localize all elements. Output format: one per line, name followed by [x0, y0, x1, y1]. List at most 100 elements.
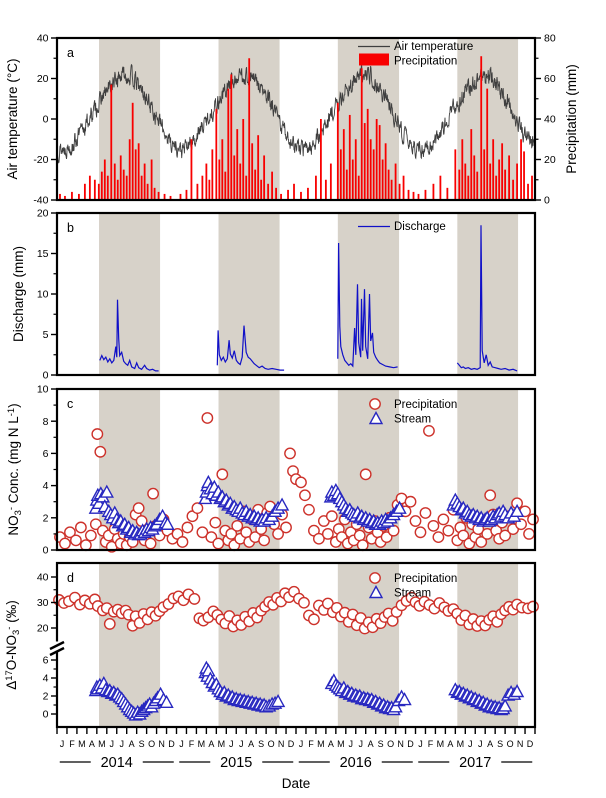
precip-bar: [348, 114, 351, 200]
panel-c-legend: Precipitation Stream: [368, 398, 457, 426]
precip-point: [280, 521, 292, 534]
month-label: J: [299, 739, 304, 749]
precip-bar: [375, 119, 378, 200]
precip-bar: [387, 169, 390, 200]
precip-bar: [163, 193, 166, 200]
month-label: F: [69, 739, 75, 749]
precip-bar: [140, 175, 143, 200]
stream-point: [270, 693, 286, 708]
precip-bar: [384, 143, 387, 200]
stream-point: [159, 694, 174, 708]
month-label: A: [487, 739, 493, 749]
precip-bar: [251, 143, 254, 200]
precip-bar: [88, 175, 91, 200]
tick-label: 0: [43, 370, 49, 382]
precip-bar: [354, 139, 357, 200]
precipitation-bars: [59, 56, 533, 200]
month-label: J: [478, 739, 483, 749]
precip-bar: [345, 169, 348, 200]
precip-bar: [116, 179, 119, 200]
precip-point: [499, 529, 512, 542]
month-label: J: [60, 739, 65, 749]
legend-label: Precipitation: [394, 573, 457, 585]
precip-bar: [110, 84, 113, 200]
shade-band: [99, 213, 161, 375]
precip-point: [409, 515, 422, 527]
month-label: O: [268, 739, 275, 749]
precip-bar: [128, 139, 131, 200]
month-label: J: [229, 739, 234, 749]
month-label: M: [98, 739, 106, 749]
month-label: A: [248, 739, 254, 749]
precip-bar: [483, 149, 486, 200]
stream-point: [509, 684, 525, 698]
precip-point: [209, 516, 222, 529]
tick-label: 20: [37, 73, 49, 85]
tick-label: 30: [37, 597, 49, 609]
tick-label: -40: [33, 195, 48, 207]
precip-bar: [201, 175, 204, 200]
precip-bar: [254, 169, 257, 200]
precip-bar: [113, 163, 116, 200]
legend-label: Precipitation: [394, 399, 457, 411]
precip-bar: [106, 175, 109, 200]
tick-label: 10: [37, 384, 49, 396]
month-label: O: [148, 739, 155, 749]
stream-points: [88, 660, 525, 721]
precip-bar: [476, 171, 479, 200]
precip-point: [191, 502, 204, 515]
month-label: D: [288, 739, 295, 749]
precip-bar: [498, 159, 501, 200]
month-label: J: [349, 739, 354, 749]
precip-point: [419, 507, 432, 519]
precip-bar: [242, 119, 245, 200]
legend-label: Discharge: [394, 221, 446, 233]
tick-label: 20: [37, 623, 49, 635]
precip-bar: [508, 155, 511, 200]
month-label: A: [328, 739, 334, 749]
precip-point: [298, 596, 310, 609]
month-label: J: [358, 739, 363, 749]
precip-bar: [531, 175, 533, 200]
precip-bar: [263, 155, 266, 200]
month-label: M: [317, 739, 325, 749]
d17o-axis-title: Δ17O-NO3- (‰): [4, 600, 22, 689]
tick-label: 4: [43, 480, 49, 492]
panel-a-legend: Air temperature Precipitation: [358, 41, 473, 68]
precip-bar: [153, 187, 156, 200]
precip-point: [359, 468, 372, 481]
tick-label: 0: [43, 114, 49, 126]
precip-bar: [205, 163, 208, 200]
month-label: D: [407, 739, 414, 749]
tick-label: 0: [43, 545, 49, 557]
precip-bar: [495, 175, 498, 200]
month-label: D: [527, 739, 534, 749]
air-temperature-axis-title: Air temperature (°C): [5, 59, 20, 180]
precip-bar: [381, 159, 384, 200]
precip-point: [369, 572, 381, 584]
discharge-line: [456, 225, 518, 372]
precip-point: [369, 398, 381, 410]
precip-point: [284, 447, 296, 460]
month-label: F: [428, 739, 434, 749]
month-label: J: [468, 739, 473, 749]
panel-d-legend: Precipitation Stream: [368, 572, 457, 600]
stream-point: [99, 484, 114, 498]
precip-bar: [461, 139, 464, 200]
precip-bar: [464, 163, 467, 200]
tick-label: 0: [544, 195, 550, 207]
stream-point: [388, 699, 403, 713]
panel-d: [53, 585, 539, 721]
month-label: O: [387, 739, 394, 749]
precip-bar: [196, 183, 199, 200]
month-label: N: [278, 739, 285, 749]
precip-bar: [236, 129, 239, 200]
precip-point: [144, 537, 157, 550]
precip-bar: [351, 159, 354, 200]
precip-bar: [100, 171, 103, 200]
stream-point: [274, 497, 290, 511]
precip-bar: [357, 175, 360, 200]
tick-label: 60: [544, 73, 556, 85]
precip-bar: [71, 191, 73, 200]
legend-label: Precipitation: [394, 56, 457, 68]
